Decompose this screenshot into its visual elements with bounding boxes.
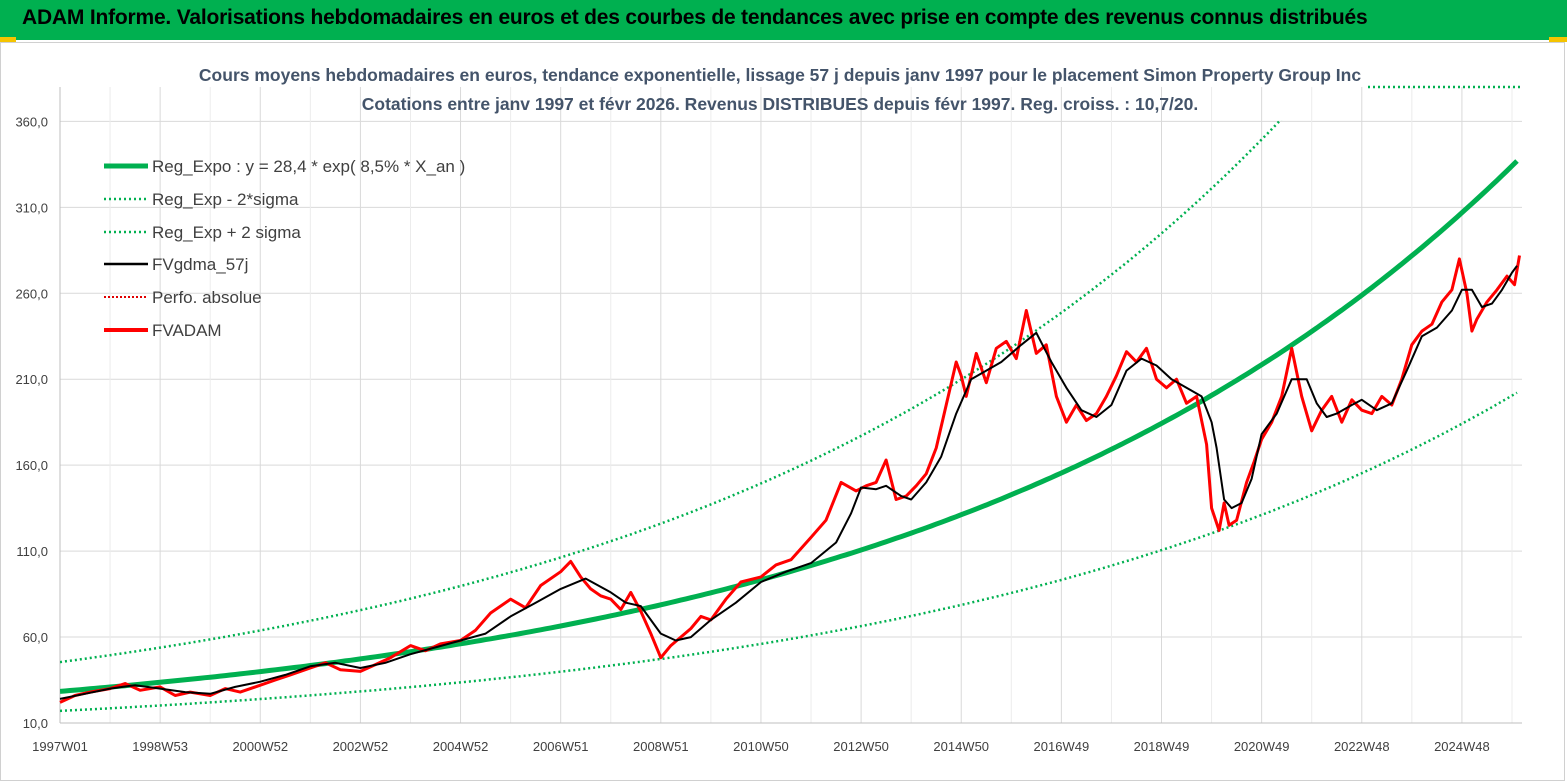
y-tick-label: 260,0 [15, 286, 48, 301]
accent-strip-left [0, 37, 16, 42]
legend: Reg_Expo : y = 28,4 * exp( 8,5% * X_an )… [104, 157, 465, 340]
chart-area [0, 42, 1565, 781]
chart-title: Cours moyens hebdomadaires en euros, ten… [199, 65, 1361, 85]
accent-strip-right [1549, 37, 1567, 42]
y-tick-label: 360,0 [15, 114, 48, 129]
x-tick-label: 2006W51 [533, 739, 589, 754]
legend-label: FVgdma_57j [152, 255, 248, 274]
x-tick-label: 2000W52 [232, 739, 288, 754]
x-tick-label: 2016W49 [1034, 739, 1090, 754]
reg-exp-minus-2sigma-line [60, 391, 1518, 713]
reg-expo-line [60, 159, 1519, 694]
y-tick-label: 10,0 [23, 716, 48, 731]
legend-label: Reg_Expo : y = 28,4 * exp( 8,5% * X_an ) [152, 157, 465, 176]
x-tick-label: 2018W49 [1134, 739, 1190, 754]
legend-label: Reg_Exp + 2 sigma [152, 223, 301, 242]
fvgdma-57j-line [59, 265, 1518, 700]
y-axis-ticks: 10,0 60,0 110,0 160,0 210,0 260,0 310,0 360,0 [15, 114, 48, 731]
x-tick-label: 2024W48 [1434, 739, 1490, 754]
report-title: ADAM Informe. Valorisations hebdomadaire… [22, 6, 1368, 29]
x-axis-ticks: 1997W01 1998W53 2000W52 2002W52 2004W52 2006W… [32, 739, 1490, 754]
report-header-bar: ADAM Informe. Valorisations hebdomadaire… [0, 0, 1567, 40]
x-tick-label: 2010W50 [733, 739, 789, 754]
legend-label: Reg_Exp - 2*sigma [152, 190, 299, 209]
fvadam-line [59, 255, 1521, 704]
y-tick-label: 210,0 [15, 372, 48, 387]
x-tick-label: 2002W52 [333, 739, 389, 754]
x-tick-label: 1997W01 [32, 739, 88, 754]
chart-subtitle: Cotations entre janv 1997 et févr 2026. … [362, 94, 1198, 114]
x-tick-label: 2012W50 [833, 739, 889, 754]
legend-label: Perfo. absolue [152, 288, 262, 307]
x-tick-label: 2014W50 [933, 739, 989, 754]
legend-label: FVADAM [152, 321, 222, 340]
x-tick-label: 2008W51 [633, 739, 689, 754]
x-tick-label: 2020W49 [1234, 739, 1290, 754]
x-tick-label: 2022W48 [1334, 739, 1390, 754]
x-tick-label: 1998W53 [132, 739, 188, 754]
y-tick-label: 160,0 [15, 458, 48, 473]
y-tick-label: 110,0 [16, 544, 48, 559]
series-lines [59, 120, 1521, 713]
x-tick-label: 2004W52 [433, 739, 489, 754]
y-tick-label: 60,0 [23, 630, 48, 645]
y-tick-label: 310,0 [15, 200, 48, 215]
reg-exp-plus-2sigma-line [60, 120, 1283, 664]
